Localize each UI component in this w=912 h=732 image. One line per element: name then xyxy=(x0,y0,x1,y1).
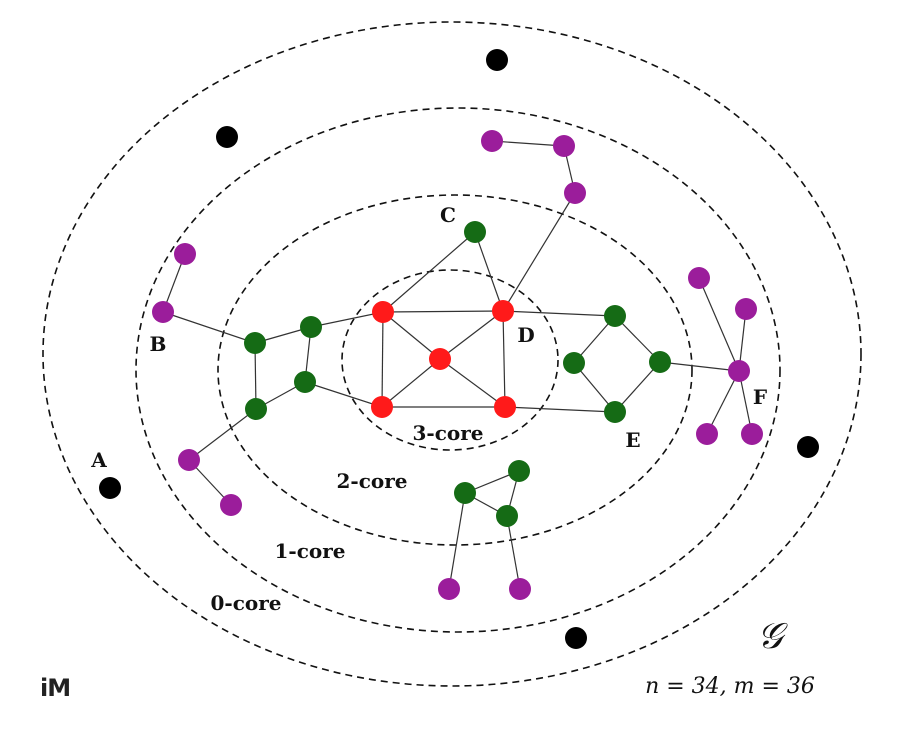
edge-pB-g1 xyxy=(162,311,256,344)
ring-0-core xyxy=(42,21,862,687)
graph-stats: n = 34, m = 36 xyxy=(645,674,815,699)
node-r5 xyxy=(494,396,516,418)
node-p1 xyxy=(174,243,196,265)
node-label-e: E xyxy=(625,428,640,452)
edge-r5-g8 xyxy=(504,406,616,413)
im-logo: iM xyxy=(40,674,70,702)
node-label-f: F xyxy=(753,385,767,409)
edge-r2-r3 xyxy=(439,310,504,360)
node-p5 xyxy=(688,267,710,289)
edge-g1-g4 xyxy=(254,342,257,410)
edge-g2-r1 xyxy=(310,311,384,328)
node-label-c: C xyxy=(440,203,456,227)
edge-pF-p7 xyxy=(706,370,740,435)
edge-r3-r5 xyxy=(439,358,506,408)
edge-r3-r4 xyxy=(381,358,441,408)
node-label-b: B xyxy=(150,332,167,356)
node-p3 xyxy=(553,135,575,157)
ring-3-core xyxy=(341,269,559,451)
node-g6 xyxy=(563,352,585,374)
edge-g10-p11 xyxy=(448,492,466,590)
node-p4 xyxy=(564,182,586,204)
node-b4 xyxy=(565,627,587,649)
edge-g3-r4 xyxy=(304,381,383,408)
node-p11 xyxy=(438,578,460,600)
node-p9 xyxy=(178,449,200,471)
node-pF xyxy=(728,360,750,382)
node-g8 xyxy=(604,401,626,423)
edge-g7-pF xyxy=(659,361,740,372)
edge-r2-g5 xyxy=(502,310,616,317)
node-p12 xyxy=(509,578,531,600)
node-r1 xyxy=(372,301,394,323)
ring-2-core xyxy=(217,194,693,546)
node-g7 xyxy=(649,351,671,373)
node-g10 xyxy=(454,482,476,504)
node-r2 xyxy=(492,300,514,322)
node-pB xyxy=(152,301,174,323)
node-bA xyxy=(99,477,121,499)
node-label-a: A xyxy=(90,448,107,472)
node-g5 xyxy=(604,305,626,327)
node-r4 xyxy=(371,396,393,418)
node-g11 xyxy=(496,505,518,527)
node-label-d: D xyxy=(517,323,534,347)
edge-r2-p4 xyxy=(502,192,576,312)
node-b3 xyxy=(797,436,819,458)
node-p2 xyxy=(481,130,503,152)
node-r3 xyxy=(429,348,451,370)
label-1-core: 1-core xyxy=(275,539,346,563)
nodes xyxy=(99,49,819,649)
node-p8 xyxy=(741,423,763,445)
ring-1-core xyxy=(135,107,781,633)
edge-r1-r3 xyxy=(382,311,441,360)
edge-p3-p2 xyxy=(491,140,565,147)
node-g9 xyxy=(508,460,530,482)
node-p6 xyxy=(735,298,757,320)
node-g3 xyxy=(294,371,316,393)
edge-r2-r5 xyxy=(502,310,506,408)
edge-g4-p9 xyxy=(188,408,257,461)
node-g2 xyxy=(300,316,322,338)
label-3-core: 3-core xyxy=(413,421,484,445)
edge-g7-g8 xyxy=(614,361,661,413)
node-b1 xyxy=(486,49,508,71)
node-gC xyxy=(464,221,486,243)
edge-r1-r2 xyxy=(382,310,504,313)
edge-pF-p5 xyxy=(698,277,740,372)
node-g4 xyxy=(245,398,267,420)
label-2-core: 2-core xyxy=(337,469,408,493)
node-g1 xyxy=(244,332,266,354)
graph-symbol: 𝒢 xyxy=(757,616,788,657)
edge-r1-gC xyxy=(382,231,476,313)
node-b2 xyxy=(216,126,238,148)
edge-g11-p12 xyxy=(506,515,521,590)
label-0-core: 0-core xyxy=(211,591,282,615)
edge-r1-r4 xyxy=(381,311,384,408)
edge-r2-gC xyxy=(474,231,504,312)
node-p7 xyxy=(696,423,718,445)
node-p10 xyxy=(220,494,242,516)
